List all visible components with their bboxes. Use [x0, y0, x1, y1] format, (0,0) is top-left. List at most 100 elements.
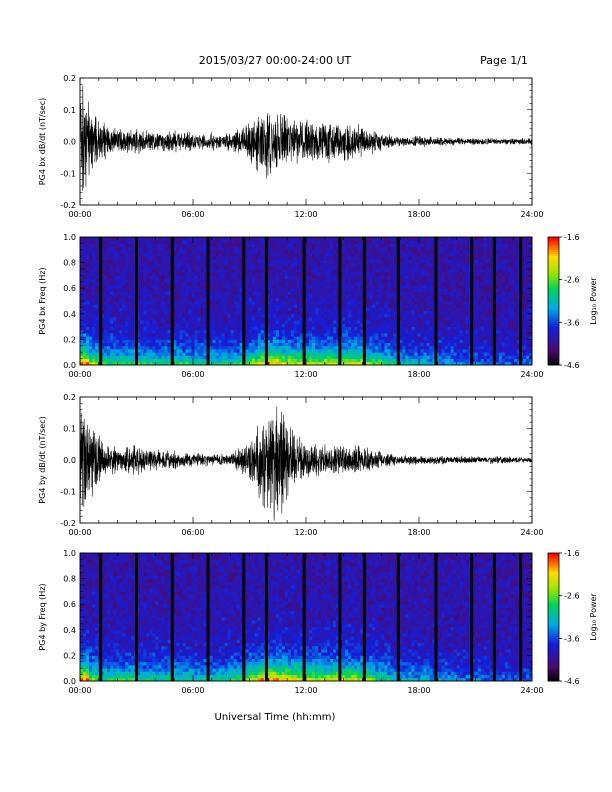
spectrogram-cell: [399, 237, 403, 241]
spectrogram-cell: [233, 272, 238, 276]
spectrogram-cell: [357, 307, 361, 311]
spectrogram-cell: [417, 246, 421, 251]
spectrogram-cell: [384, 269, 388, 273]
spectrogram-cell: [113, 336, 117, 340]
spectrogram-cell: [116, 320, 120, 324]
spectrogram-cell: [405, 259, 409, 263]
spectrogram-cell: [131, 275, 135, 279]
spectrogram-cell: [284, 355, 289, 359]
spectrogram-cell: [173, 333, 177, 337]
spectrogram-cell: [95, 307, 99, 311]
spectrogram-cell: [188, 323, 192, 327]
spectrogram-cell: [89, 297, 93, 302]
spectrogram-cell: [290, 291, 295, 295]
spectrogram-cell: [119, 285, 123, 289]
spectrogram-cell: [287, 272, 292, 276]
spectrogram-cell: [179, 240, 183, 244]
spectrogram-cell: [239, 294, 244, 299]
spectrogram-cell: [330, 329, 334, 334]
spectrogram-cell: [345, 240, 349, 244]
spectrogram-cell: [176, 320, 180, 324]
spectrogram-cell: [366, 297, 370, 302]
spectrogram-cell: [143, 237, 147, 241]
spectrogram-cell: [360, 345, 364, 350]
spectrogram-cell: [116, 333, 120, 337]
spectrogram-cell: [212, 323, 216, 327]
spectrogram-cell: [245, 253, 250, 257]
spectrogram-cell: [315, 342, 319, 347]
spectrogram-cell: [312, 336, 316, 340]
spectrogram-cell: [152, 336, 156, 340]
spectrogram-cell: [239, 253, 244, 257]
spectrogram-cell: [236, 339, 241, 343]
spectrogram-cell: [269, 349, 274, 353]
spectrogram-cell: [336, 291, 340, 295]
spectrogram-cell: [104, 336, 108, 340]
spectrogram-cell: [218, 278, 223, 283]
spectrogram-cell: [360, 269, 364, 273]
spectrogram-cell: [254, 326, 259, 331]
spectrogram-cell: [393, 310, 397, 315]
spectrogram-cell: [272, 297, 277, 302]
spectrogram-cell: [218, 310, 223, 315]
spectrogram-cell: [203, 281, 207, 286]
spectrogram-cell: [218, 288, 223, 292]
spectrogram-cell: [254, 246, 259, 251]
spectrogram-cell: [104, 237, 108, 241]
spectrogram-cell: [378, 358, 382, 363]
spectrogram-cell: [360, 253, 364, 257]
spectrogram-cell: [113, 262, 117, 267]
spectrogram-cell: [224, 297, 229, 302]
spectrogram-cell: [152, 272, 156, 276]
spectrogram-cell: [260, 246, 265, 251]
spectrogram-cell: [417, 307, 421, 311]
spectrogram-cell: [360, 355, 364, 359]
spectrogram-cell: [110, 336, 114, 340]
spectrogram-cell: [224, 240, 229, 244]
spectrogram-cell: [269, 262, 274, 267]
spectrogram-cell: [315, 291, 319, 295]
spectrogram-cell: [227, 272, 232, 276]
spectrogram-cell: [140, 253, 144, 257]
spectrogram-cell: [104, 262, 108, 267]
spectrogram-cell: [293, 272, 298, 276]
spectrogram-cell: [321, 243, 325, 247]
spectrogram-cell: [272, 361, 277, 366]
spectrogram-cell: [330, 361, 334, 366]
spectrogram-cell: [438, 237, 442, 241]
spectrogram-cell: [194, 246, 198, 251]
spectrogram-cell: [369, 361, 373, 366]
spectrogram-cell: [197, 326, 201, 331]
spectrogram-cell: [143, 329, 147, 334]
spectrogram-cell: [194, 288, 198, 292]
spectrogram-cell: [315, 278, 319, 283]
spectrogram-cell: [414, 256, 418, 260]
spectrogram-cell: [272, 301, 277, 305]
spectrogram-cell: [399, 265, 403, 270]
spectrogram-cell: [417, 313, 421, 318]
spectrogram-cell: [146, 237, 150, 241]
spectrogram-cell: [441, 259, 446, 263]
spectrogram-cell: [101, 320, 105, 324]
spectrogram-cell: [324, 237, 328, 241]
spectrogram-cell: [245, 358, 250, 363]
spectrogram-cell: [131, 240, 135, 244]
spectrogram-cell: [113, 269, 117, 273]
spectrogram-cell: [89, 320, 93, 324]
spectrogram-cell: [366, 262, 370, 267]
spectrogram-cell: [417, 352, 421, 356]
spectrogram-cell: [149, 291, 153, 295]
spectrogram-cell: [399, 339, 403, 343]
spectrogram-cell: [83, 237, 87, 241]
spectrogram-cell: [414, 275, 418, 279]
spectrogram-cell: [348, 304, 352, 308]
spectrogram-cell: [420, 358, 424, 363]
spectrogram-cell: [402, 297, 406, 302]
spectrogram-cell: [426, 275, 430, 279]
spectrogram-cell: [245, 237, 250, 241]
spectrogram-cell: [257, 281, 262, 286]
spectrogram-cell: [281, 329, 286, 334]
spectrogram-cell: [333, 355, 337, 359]
spectrogram-cell: [269, 326, 274, 331]
spectrogram-cell: [233, 237, 238, 241]
